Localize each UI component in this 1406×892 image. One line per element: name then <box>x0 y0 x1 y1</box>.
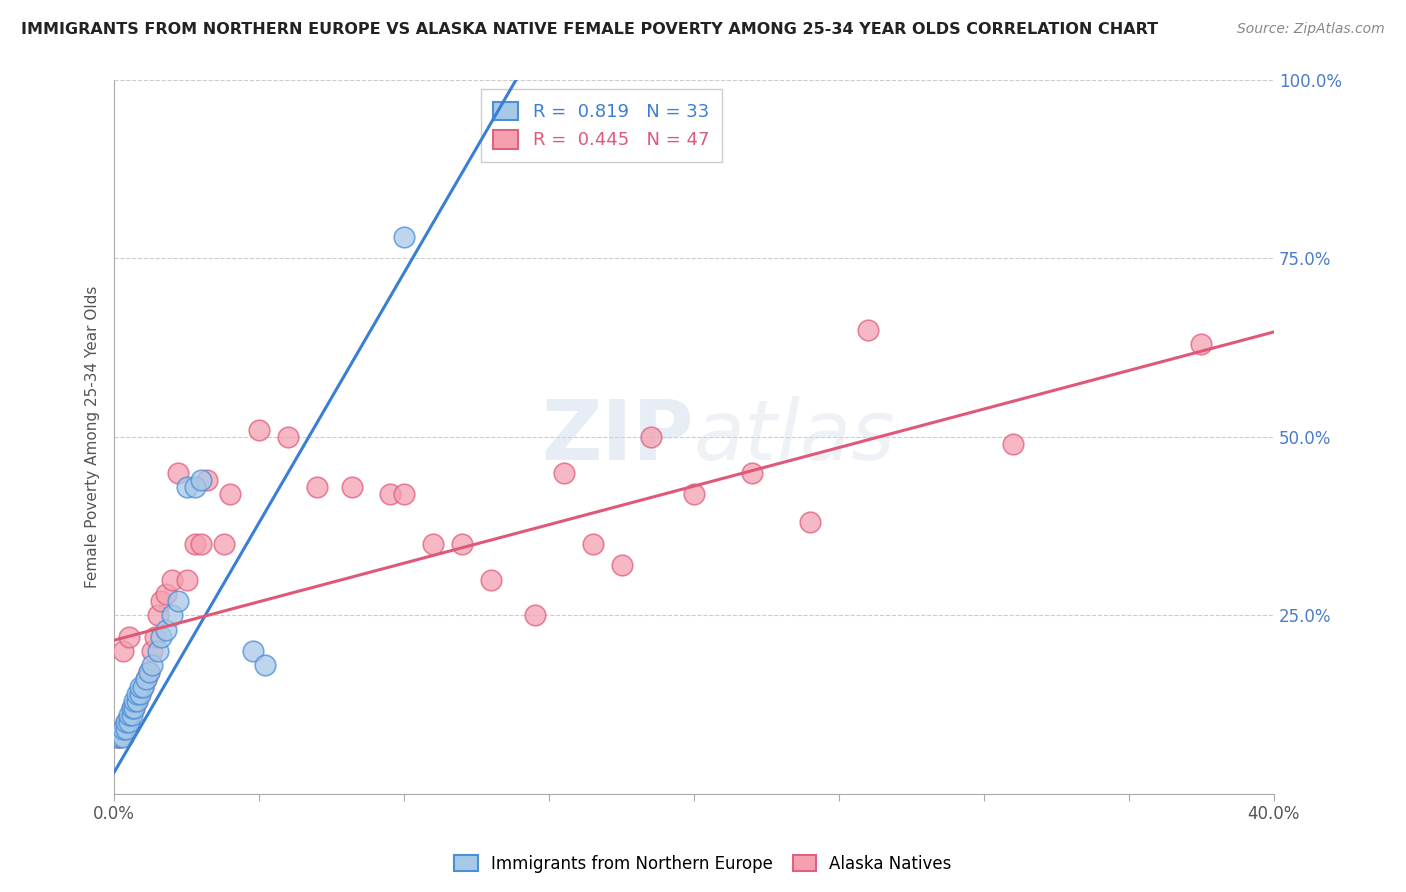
Point <box>378 487 401 501</box>
Point <box>124 694 146 708</box>
Point <box>111 730 134 744</box>
Point <box>121 701 143 715</box>
Point <box>132 680 155 694</box>
Point <box>247 423 270 437</box>
Point <box>640 430 662 444</box>
Point <box>422 537 444 551</box>
Point <box>799 516 821 530</box>
Point <box>114 715 136 730</box>
Point <box>167 594 190 608</box>
Point <box>176 573 198 587</box>
Point <box>184 480 207 494</box>
Point <box>553 466 575 480</box>
Point <box>146 608 169 623</box>
Point <box>111 644 134 658</box>
Point <box>683 487 706 501</box>
Point <box>114 715 136 730</box>
Text: ZIP: ZIP <box>541 396 695 477</box>
Point <box>479 573 502 587</box>
Point <box>155 587 177 601</box>
Point <box>1001 437 1024 451</box>
Point <box>856 323 879 337</box>
Point <box>129 687 152 701</box>
Point <box>155 623 177 637</box>
Text: atlas: atlas <box>695 396 896 477</box>
Point <box>111 723 134 737</box>
Legend: Immigrants from Northern Europe, Alaska Natives: Immigrants from Northern Europe, Alaska … <box>447 848 959 880</box>
Point <box>118 715 141 730</box>
Point <box>138 665 160 680</box>
Point <box>135 673 157 687</box>
Point <box>277 430 299 444</box>
Point <box>129 680 152 694</box>
Point <box>138 665 160 680</box>
Point <box>108 730 131 744</box>
Point <box>118 708 141 723</box>
Point <box>253 658 276 673</box>
Text: IMMIGRANTS FROM NORTHERN EUROPE VS ALASKA NATIVE FEMALE POVERTY AMONG 25-34 YEAR: IMMIGRANTS FROM NORTHERN EUROPE VS ALASK… <box>21 22 1159 37</box>
Point <box>214 537 236 551</box>
Legend: R =  0.819   N = 33, R =  0.445   N = 47: R = 0.819 N = 33, R = 0.445 N = 47 <box>481 89 723 162</box>
Point <box>121 701 143 715</box>
Point <box>141 644 163 658</box>
Point <box>149 630 172 644</box>
Point <box>141 658 163 673</box>
Point <box>195 473 218 487</box>
Point <box>124 701 146 715</box>
Point <box>167 466 190 480</box>
Point <box>135 673 157 687</box>
Point <box>111 723 134 737</box>
Point <box>121 708 143 723</box>
Point <box>581 537 603 551</box>
Point <box>105 730 128 744</box>
Point <box>219 487 242 501</box>
Point <box>538 102 561 116</box>
Point <box>190 537 212 551</box>
Point <box>176 480 198 494</box>
Point <box>108 730 131 744</box>
Point <box>741 466 763 480</box>
Point <box>127 687 149 701</box>
Point <box>129 687 152 701</box>
Point <box>105 730 128 744</box>
Point <box>610 102 633 116</box>
Point <box>610 558 633 573</box>
Point <box>340 480 363 494</box>
Point <box>184 537 207 551</box>
Point <box>118 715 141 730</box>
Point <box>160 608 183 623</box>
Point <box>190 473 212 487</box>
Point <box>149 594 172 608</box>
Point <box>160 573 183 587</box>
Point <box>307 480 329 494</box>
Point <box>242 644 264 658</box>
Point <box>127 694 149 708</box>
Y-axis label: Female Poverty Among 25-34 Year Olds: Female Poverty Among 25-34 Year Olds <box>86 285 100 588</box>
Point <box>146 644 169 658</box>
Point <box>143 630 166 644</box>
Point <box>118 630 141 644</box>
Point <box>132 680 155 694</box>
Text: Source: ZipAtlas.com: Source: ZipAtlas.com <box>1237 22 1385 37</box>
Point <box>127 694 149 708</box>
Point <box>1191 337 1213 351</box>
Point <box>523 608 546 623</box>
Point <box>451 537 474 551</box>
Point <box>124 701 146 715</box>
Point <box>392 230 415 244</box>
Point <box>114 723 136 737</box>
Point <box>392 487 415 501</box>
